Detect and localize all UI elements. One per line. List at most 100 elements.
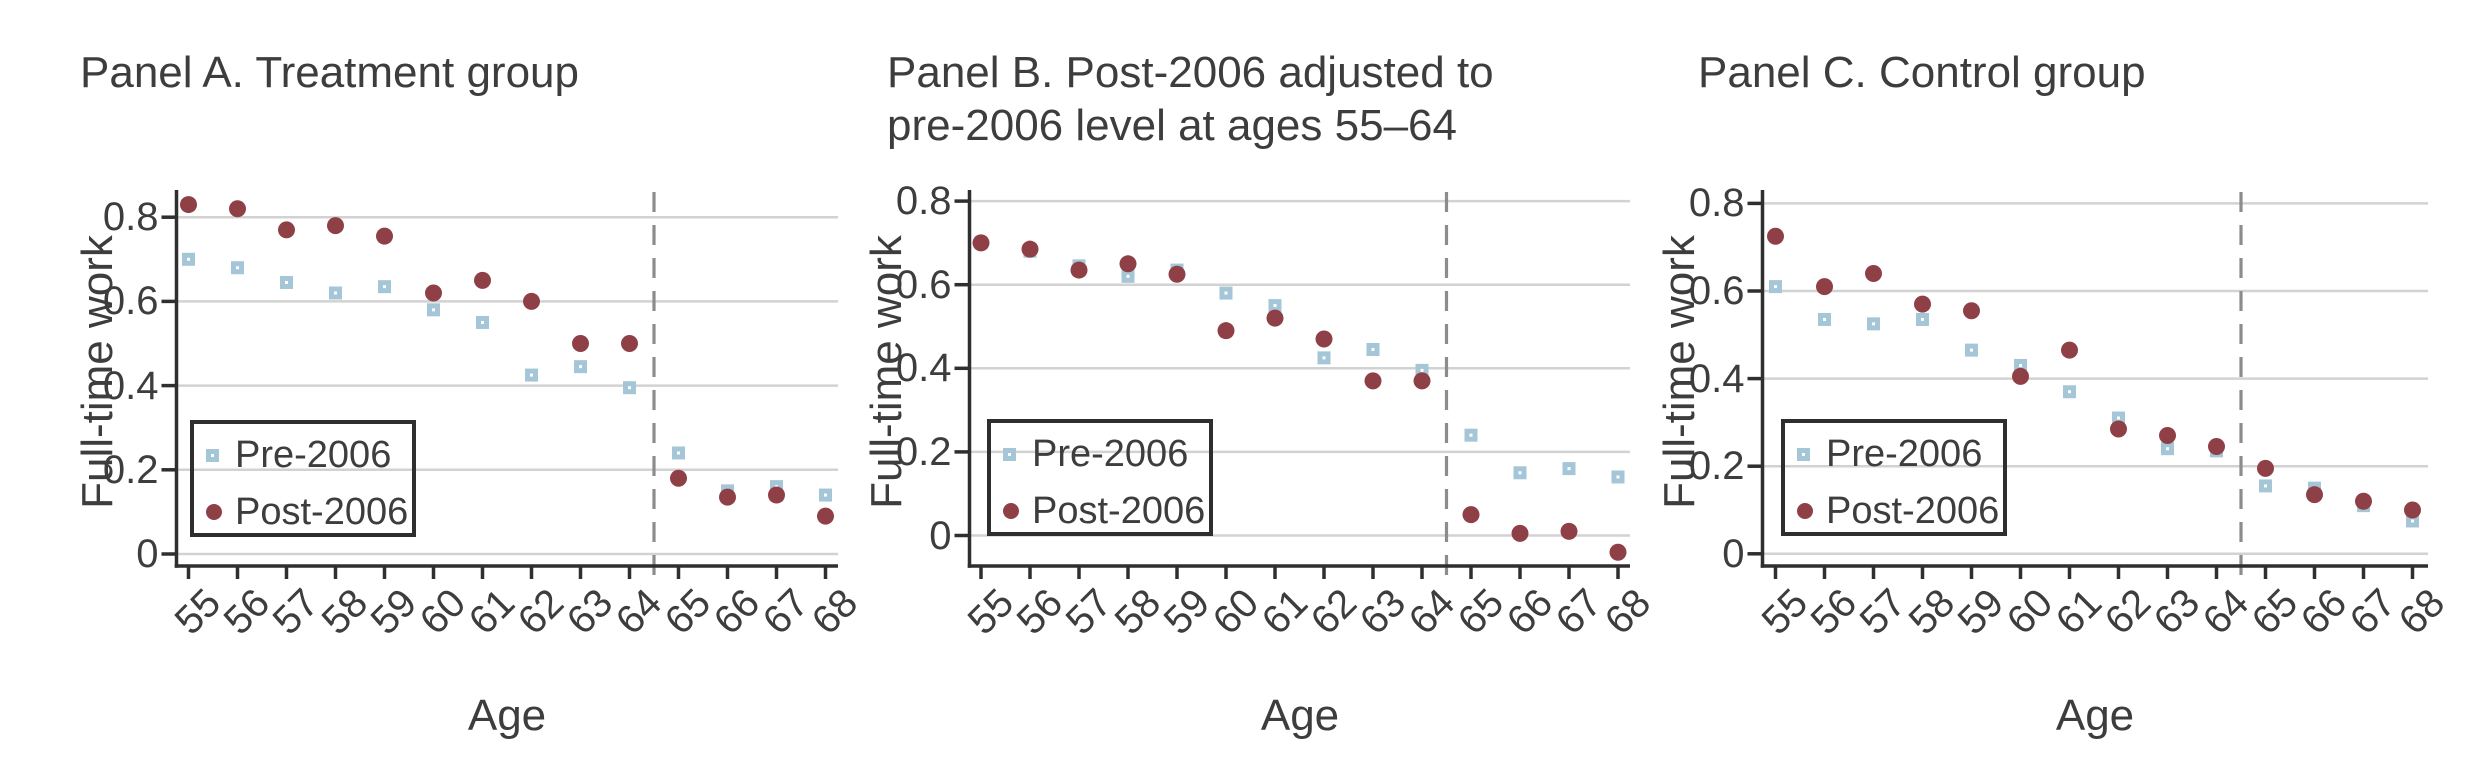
post-2006-point-age-59 — [376, 227, 393, 245]
post-2006-point-age-63 — [2159, 427, 2176, 445]
panel-c-title: Panel C. Control group — [1698, 48, 2146, 97]
legend-row-pre: Pre-2006 — [1785, 429, 2003, 479]
pre-2006-point-dot-age-57 — [285, 280, 288, 284]
pre-2006-point-dot-age-57 — [1872, 322, 1875, 326]
post-2006-point-age-55 — [1767, 227, 1784, 245]
post-2006-point-age-67 — [768, 486, 785, 504]
y-tick-label-0.4: 0.4 — [102, 363, 159, 408]
post-2006-point-age-64 — [621, 335, 638, 352]
legend-label-post: Post-2006 — [1826, 490, 2000, 532]
post-2006-point-age-66 — [719, 488, 736, 506]
legend-panel-c: Pre-2006 Post-2006 — [1781, 419, 2007, 536]
pre-2006-point-dot-age-62 — [530, 373, 533, 377]
pre-2006-point-dot-age-64 — [1420, 368, 1424, 372]
pre-2006-point-dot-age-60 — [1224, 291, 1228, 295]
pre-2006-point-dot-age-63 — [1371, 347, 1375, 351]
panel-c-x-axis-label: Age — [2055, 691, 2135, 740]
y-tick-label-0.2: 0.2 — [102, 447, 159, 492]
post-2006-point-age-63 — [1364, 372, 1382, 390]
pre-2006-square-marker-icon — [1003, 447, 1016, 461]
legend-label-post: Post-2006 — [235, 491, 409, 533]
post-2006-point-age-65 — [2257, 459, 2274, 477]
panel-b-title: Panel B. Post-2006 adjusted to pre-2006 … — [887, 48, 1494, 150]
y-tick-label-0: 0 — [136, 532, 159, 576]
y-tick-label-0.4: 0.4 — [1688, 356, 1745, 401]
legend-panel-b: Pre-2006 Post-2006 — [987, 419, 1213, 536]
pre-2006-point-dot-age-67 — [1567, 467, 1571, 471]
post-2006-circle-marker-icon — [206, 504, 222, 520]
legend-row-pre: Pre-2006 — [194, 430, 412, 480]
y-tick-label-0.2: 0.2 — [1688, 444, 1745, 489]
post-2006-point-age-60 — [1217, 322, 1235, 340]
post-2006-point-age-65 — [670, 469, 687, 487]
pre-2006-point-dot-age-58 — [1921, 317, 1924, 321]
pre-2006-point-dot-age-68 — [2411, 519, 2414, 523]
post-2006-point-age-60 — [2012, 367, 2029, 385]
post-2006-point-age-55 — [180, 196, 197, 214]
y-tick-label-0.6: 0.6 — [1688, 269, 1745, 313]
pre-2006-point-dot-age-60 — [2019, 363, 2022, 367]
post-2006-circle-marker-icon — [1003, 503, 1019, 519]
legend-label-pre: Pre-2006 — [1826, 433, 1983, 475]
y-tick-label-0: 0 — [929, 513, 952, 558]
pre-2006-square-marker-icon — [1797, 447, 1810, 461]
pre-2006-point-dot-age-56 — [1823, 317, 1826, 321]
post-2006-point-age-65 — [1462, 506, 1480, 524]
pre-2006-point-dot-age-63 — [579, 365, 582, 369]
post-2006-point-age-62 — [1315, 330, 1333, 348]
legend-row-post: Post-2006 — [991, 486, 1209, 536]
post-2006-point-age-57 — [1070, 261, 1088, 279]
post-2006-point-age-67 — [2355, 492, 2372, 510]
panel-a-x-axis-label: Age — [467, 691, 547, 740]
post-2006-point-age-59 — [1168, 265, 1186, 283]
pre-2006-point-dot-age-59 — [383, 285, 386, 289]
post-2006-circle-marker-icon — [1797, 503, 1813, 519]
post-2006-point-age-57 — [1865, 264, 1882, 282]
panel-a-title: Panel A. Treatment group — [80, 48, 579, 97]
y-tick-label-0.6: 0.6 — [895, 262, 952, 307]
pre-2006-point-dot-age-61 — [481, 320, 484, 324]
pre-2006-square-marker-icon — [206, 448, 219, 462]
pre-2006-point-dot-age-55 — [1774, 285, 1777, 289]
pre-2006-point-dot-age-68 — [824, 493, 827, 497]
pre-2006-point-dot-age-58 — [334, 291, 337, 295]
pre-2006-point-dot-age-56 — [236, 266, 239, 270]
post-2006-point-age-58 — [327, 217, 344, 235]
post-2006-point-age-63 — [572, 335, 589, 352]
post-2006-point-age-62 — [2110, 420, 2127, 438]
post-2006-point-age-58 — [1914, 295, 1931, 313]
pre-2006-point-dot-age-65 — [2264, 484, 2267, 488]
panel-b-x-axis-label: Age — [1260, 691, 1340, 740]
post-2006-point-age-59 — [1963, 302, 1980, 320]
post-2006-point-age-64 — [1413, 372, 1431, 390]
post-2006-point-age-61 — [1266, 309, 1284, 327]
pre-2006-point-dot-age-59 — [1970, 348, 1973, 352]
pre-2006-point-dot-age-66 — [1518, 471, 1522, 475]
post-2006-point-age-55 — [972, 234, 990, 252]
y-tick-label-0.4: 0.4 — [895, 346, 952, 391]
y-tick-label-0.6: 0.6 — [102, 279, 159, 324]
post-2006-point-age-66 — [1511, 524, 1529, 542]
pre-2006-point-dot-age-65 — [677, 451, 680, 455]
legend-row-post: Post-2006 — [1785, 486, 2003, 536]
post-2006-point-age-58 — [1119, 255, 1137, 273]
post-2006-point-age-56 — [1816, 278, 1833, 296]
legend-label-pre: Pre-2006 — [235, 434, 392, 476]
legend-row-post: Post-2006 — [194, 487, 412, 537]
y-tick-label-0: 0 — [1722, 531, 1745, 576]
pre-2006-point-dot-age-58 — [1126, 274, 1130, 278]
pre-2006-point-dot-age-61 — [2068, 390, 2071, 394]
pre-2006-point-dot-age-65 — [1469, 433, 1473, 437]
legend-panel-a: Pre-2006 Post-2006 — [190, 420, 416, 537]
pre-2006-point-dot-age-68 — [1616, 475, 1620, 479]
post-2006-point-age-68 — [1609, 543, 1627, 561]
legend-row-pre: Pre-2006 — [991, 429, 1209, 479]
post-2006-point-age-62 — [523, 292, 540, 310]
post-2006-point-age-60 — [425, 284, 442, 302]
post-2006-point-age-67 — [1560, 522, 1578, 540]
post-2006-point-age-64 — [2208, 437, 2225, 455]
pre-2006-point-dot-age-62 — [1322, 356, 1326, 360]
post-2006-point-age-68 — [817, 507, 834, 525]
